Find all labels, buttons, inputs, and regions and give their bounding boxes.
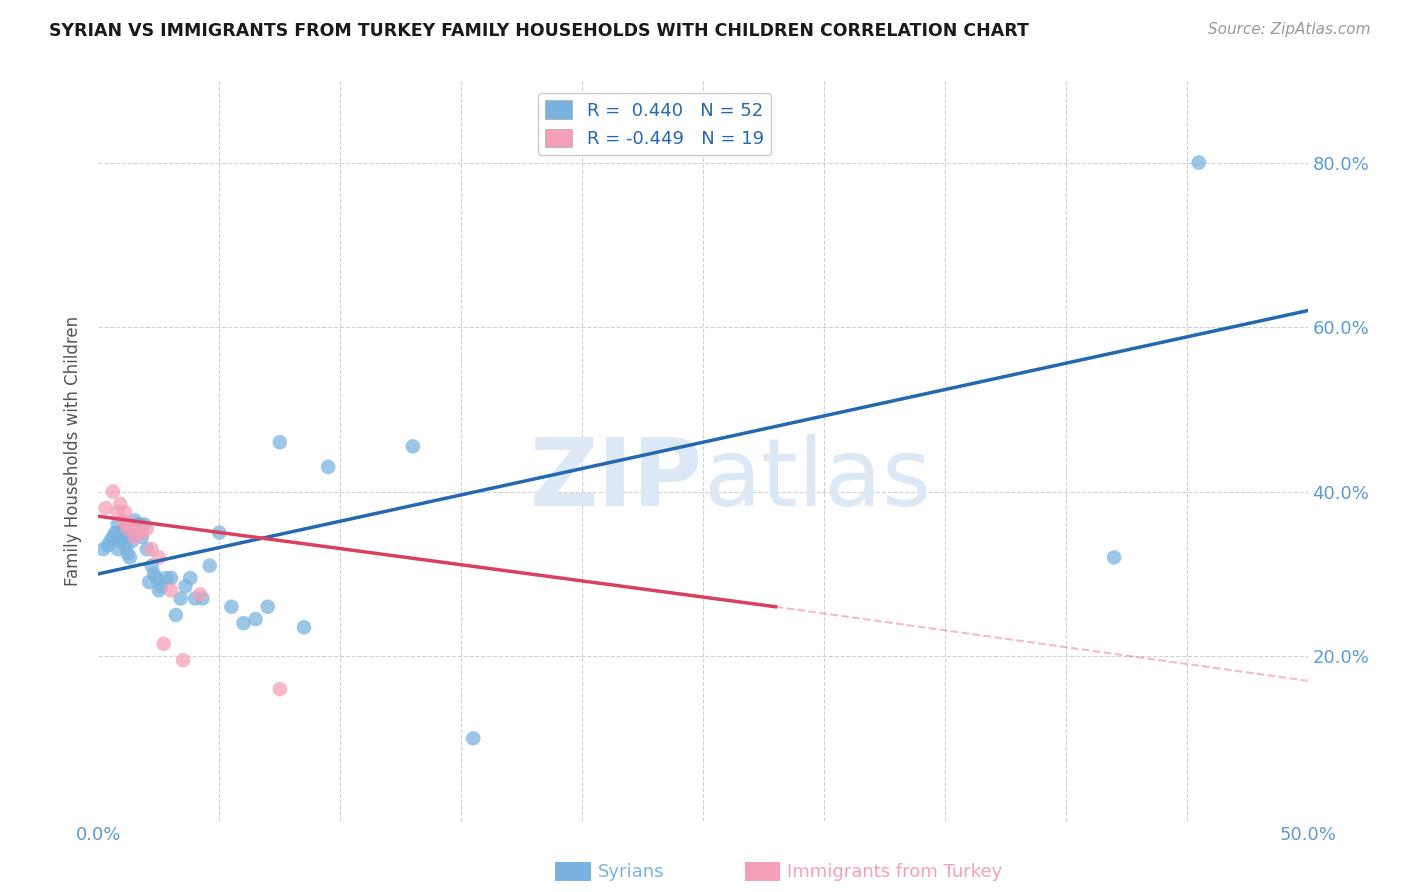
Point: [292, 620, 315, 634]
Point: [91, 542, 114, 557]
Point: [174, 579, 197, 593]
Point: [114, 522, 136, 536]
Point: [111, 525, 134, 540]
Point: [111, 530, 134, 544]
Point: [118, 517, 141, 532]
Point: [172, 653, 194, 667]
Point: [155, 571, 177, 585]
Point: [160, 571, 183, 585]
Point: [169, 591, 191, 606]
Point: [104, 525, 127, 540]
Y-axis label: Family Households with Children: Family Households with Children: [65, 316, 83, 585]
Point: [1188, 155, 1211, 169]
Point: [107, 542, 129, 557]
Point: [198, 558, 221, 573]
Point: [135, 522, 157, 536]
Point: [316, 459, 339, 474]
Text: Syrians: Syrians: [598, 863, 664, 881]
Point: [101, 484, 124, 499]
Point: [114, 505, 136, 519]
Point: [232, 616, 254, 631]
Point: [108, 497, 131, 511]
Point: [97, 538, 120, 552]
Text: Immigrants from Turkey: Immigrants from Turkey: [787, 863, 1002, 881]
Point: [107, 517, 129, 532]
Point: [402, 439, 425, 453]
Point: [141, 558, 163, 573]
Point: [121, 533, 143, 548]
Point: [128, 525, 150, 540]
Point: [208, 525, 231, 540]
Point: [135, 542, 157, 557]
Point: [94, 501, 117, 516]
Point: [108, 533, 131, 548]
Point: [117, 522, 139, 536]
Point: [138, 575, 160, 590]
Point: [118, 550, 141, 565]
Text: Source: ZipAtlas.com: Source: ZipAtlas.com: [1208, 22, 1371, 37]
Text: ZIP: ZIP: [530, 434, 703, 526]
Point: [107, 505, 129, 519]
Point: [269, 681, 291, 696]
Point: [221, 599, 243, 614]
Point: [124, 522, 146, 536]
Point: [165, 607, 187, 622]
Point: [131, 530, 153, 544]
Point: [111, 513, 134, 527]
Point: [128, 517, 150, 532]
Point: [124, 530, 146, 544]
Point: [1102, 550, 1125, 565]
Point: [145, 571, 167, 585]
Point: [124, 513, 146, 527]
Point: [463, 731, 485, 746]
Point: [134, 517, 156, 532]
Point: [148, 583, 170, 598]
Point: [179, 571, 201, 585]
Point: [117, 546, 139, 560]
Point: [191, 591, 214, 606]
Point: [141, 542, 163, 557]
Point: [114, 538, 136, 552]
Point: [131, 525, 153, 540]
Text: SYRIAN VS IMMIGRANTS FROM TURKEY FAMILY HOUSEHOLDS WITH CHILDREN CORRELATION CHA: SYRIAN VS IMMIGRANTS FROM TURKEY FAMILY …: [49, 22, 1029, 40]
Point: [160, 583, 183, 598]
Point: [256, 599, 278, 614]
Point: [188, 587, 211, 601]
Point: [148, 550, 170, 565]
Point: [127, 522, 149, 536]
Point: [121, 525, 143, 540]
Point: [101, 530, 124, 544]
Point: [184, 591, 207, 606]
Point: [269, 435, 291, 450]
Text: atlas: atlas: [703, 434, 931, 526]
Point: [143, 566, 166, 581]
Point: [150, 579, 173, 593]
Point: [117, 530, 139, 544]
Point: [127, 517, 149, 532]
Point: [100, 533, 122, 548]
Legend: R =  0.440   N = 52, R = -0.449   N = 19: R = 0.440 N = 52, R = -0.449 N = 19: [538, 93, 770, 155]
Point: [245, 612, 267, 626]
Point: [152, 637, 174, 651]
